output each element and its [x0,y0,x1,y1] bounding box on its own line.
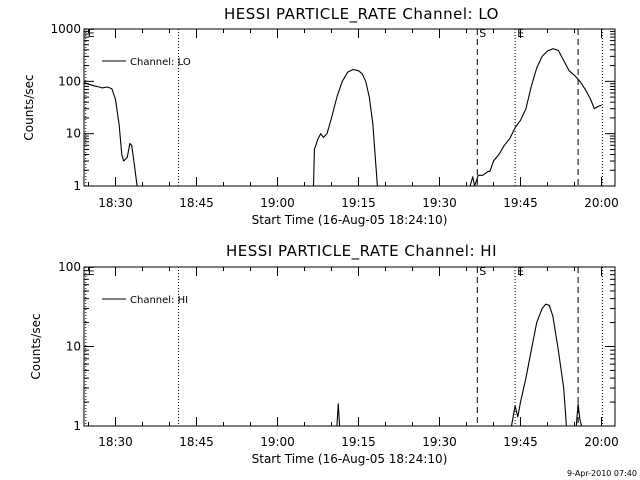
x-tick-label: 19:15 [341,435,376,449]
legend-label: Channel: LO [130,57,191,68]
series-line [84,81,138,186]
x-tick-label: 19:45 [503,196,538,210]
x-tick-label: 19:30 [422,435,457,449]
plot-frame [83,266,616,427]
footer-timestamp: 9-Apr-2010 07:40 [567,469,637,478]
x-axis-label: Start Time (16-Aug-05 18:24:10) [252,452,448,466]
chart-title: HESSI PARTICLE_RATE Channel: LO [224,5,499,24]
x-tick-label: 18:30 [98,196,133,210]
event-marker-label: E [517,265,524,278]
series-line [336,403,341,426]
x-tick-label: 20:00 [584,196,619,210]
x-tick-label: 19:15 [341,196,376,210]
y-axis-label: Counts/sec [29,313,43,379]
x-tick-label: 19:30 [422,196,457,210]
x-tick-label: 19:45 [503,435,538,449]
plot-frame [83,28,616,187]
y-tick-label: 10 [66,127,81,141]
y-tick-label: 1000 [50,22,81,36]
event-marker-label: E [88,265,95,278]
event-marker-label: S [479,27,486,40]
chart-panel-lo: HESSI PARTICLE_RATE Channel: LO 18:30 18:4… [22,5,619,227]
series-line [510,303,567,426]
x-tick-label: 18:45 [179,435,214,449]
chart-title: HESSI PARTICLE_RATE Channel: HI [226,242,497,261]
series-line [469,48,602,186]
series-line [575,403,583,426]
x-tick-label: 20:00 [584,435,619,449]
event-marker-label: E [88,27,95,40]
y-tick-label: 1 [73,419,81,433]
x-tick-label: 19:00 [260,435,295,449]
y-axis-label: Counts/sec [22,74,36,140]
chart-panel-hi: HESSI PARTICLE_RATE Channel: HI 18:30 18:4… [29,242,619,466]
y-tick-label: 1 [73,179,81,193]
y-tick-label: 100 [58,260,81,274]
x-tick-label: 18:45 [179,196,214,210]
x-axis-label: Start Time (16-Aug-05 18:24:10) [252,213,448,227]
x-tick-label: 18:30 [98,435,133,449]
y-tick-label: 10 [66,340,81,354]
x-tick-label: 19:00 [260,196,295,210]
event-marker-label: S [479,265,486,278]
y-tick-label: 100 [58,74,81,88]
event-marker-label: E [517,27,524,40]
legend-label: Channel: HI [130,295,188,306]
series-line [312,68,378,186]
